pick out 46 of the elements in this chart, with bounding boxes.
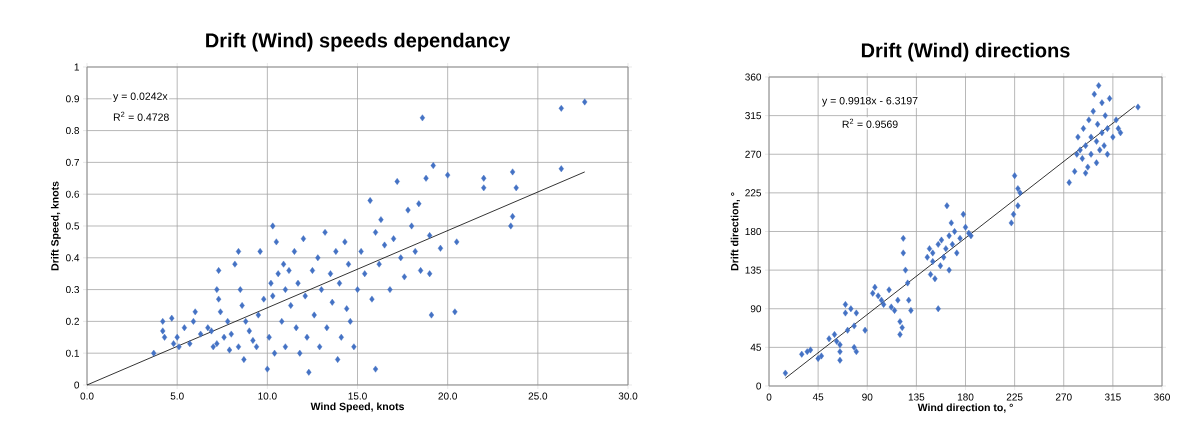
y-tick-label: 90 bbox=[750, 305, 762, 313]
x-tick-label: 225 bbox=[1006, 393, 1023, 401]
y-tick-label: 0.1 bbox=[65, 349, 79, 357]
x-tick-label: 45 bbox=[812, 393, 824, 401]
y-tick-label: 180 bbox=[745, 227, 762, 236]
annotation: R$^{2}$ = 0.4728 bbox=[113, 111, 169, 121]
x-tick-label: 90 bbox=[862, 393, 873, 401]
x-tick-label: 0.0 bbox=[80, 392, 94, 400]
y-tick-label: 1 bbox=[74, 63, 79, 71]
y-tick-label: 225 bbox=[745, 189, 762, 197]
x-tick-label: 25.0 bbox=[528, 392, 548, 400]
x-axis-title: Wind Speed, knots bbox=[310, 402, 404, 413]
y-tick-label: 0.5 bbox=[65, 222, 80, 230]
x-tick-label: 315 bbox=[1104, 393, 1121, 401]
annotation: R$^{2}$ = 0.9569 bbox=[842, 118, 898, 128]
y-tick-label: 0.6 bbox=[65, 190, 80, 198]
x-tick-label: 30.0 bbox=[618, 392, 638, 400]
y-tick-label: 0.9 bbox=[65, 95, 80, 103]
chart-title: Drift (Wind) speeds dependancy bbox=[206, 32, 511, 52]
y-tick-label: 0 bbox=[74, 381, 80, 389]
y-tick-label: 315 bbox=[745, 112, 762, 120]
x-tick-label: 270 bbox=[1055, 393, 1072, 401]
annotation: y = 0.9918x - 6.3197 bbox=[822, 96, 918, 107]
y-tick-label: 0.4 bbox=[65, 254, 80, 262]
y-tick-label: 360 bbox=[745, 73, 762, 81]
annotation: y = 0.0242x bbox=[113, 92, 168, 102]
y-tick-label: 0.7 bbox=[65, 158, 79, 166]
y-tick-label: 0.3 bbox=[65, 286, 80, 294]
x-tick-label: 360 bbox=[1154, 393, 1170, 401]
y-axis-title: Drift Speed, knots bbox=[50, 181, 61, 271]
y-axis-title: Drift direction, ° bbox=[730, 192, 740, 271]
y-tick-label: 135 bbox=[745, 266, 762, 274]
x-tick-label: 180 bbox=[957, 393, 974, 401]
y-tick-label: 0.2 bbox=[65, 317, 79, 325]
y-tick-label: 0.8 bbox=[65, 127, 80, 135]
x-axis-title: Wind direction to, ° bbox=[917, 403, 1013, 413]
chart-title: Drift (Wind) directions bbox=[861, 42, 1070, 62]
y-tick-label: 0 bbox=[756, 382, 762, 390]
x-tick-label: 10.0 bbox=[258, 392, 277, 400]
x-tick-label: 15.0 bbox=[348, 392, 367, 400]
y-tick-label: 45 bbox=[750, 343, 762, 351]
y-tick-label: 270 bbox=[745, 150, 762, 158]
x-tick-label: 135 bbox=[908, 393, 925, 401]
x-tick-label: 0 bbox=[766, 393, 772, 401]
x-tick-label: 20.0 bbox=[438, 392, 458, 400]
x-tick-label: 5.0 bbox=[170, 392, 184, 400]
